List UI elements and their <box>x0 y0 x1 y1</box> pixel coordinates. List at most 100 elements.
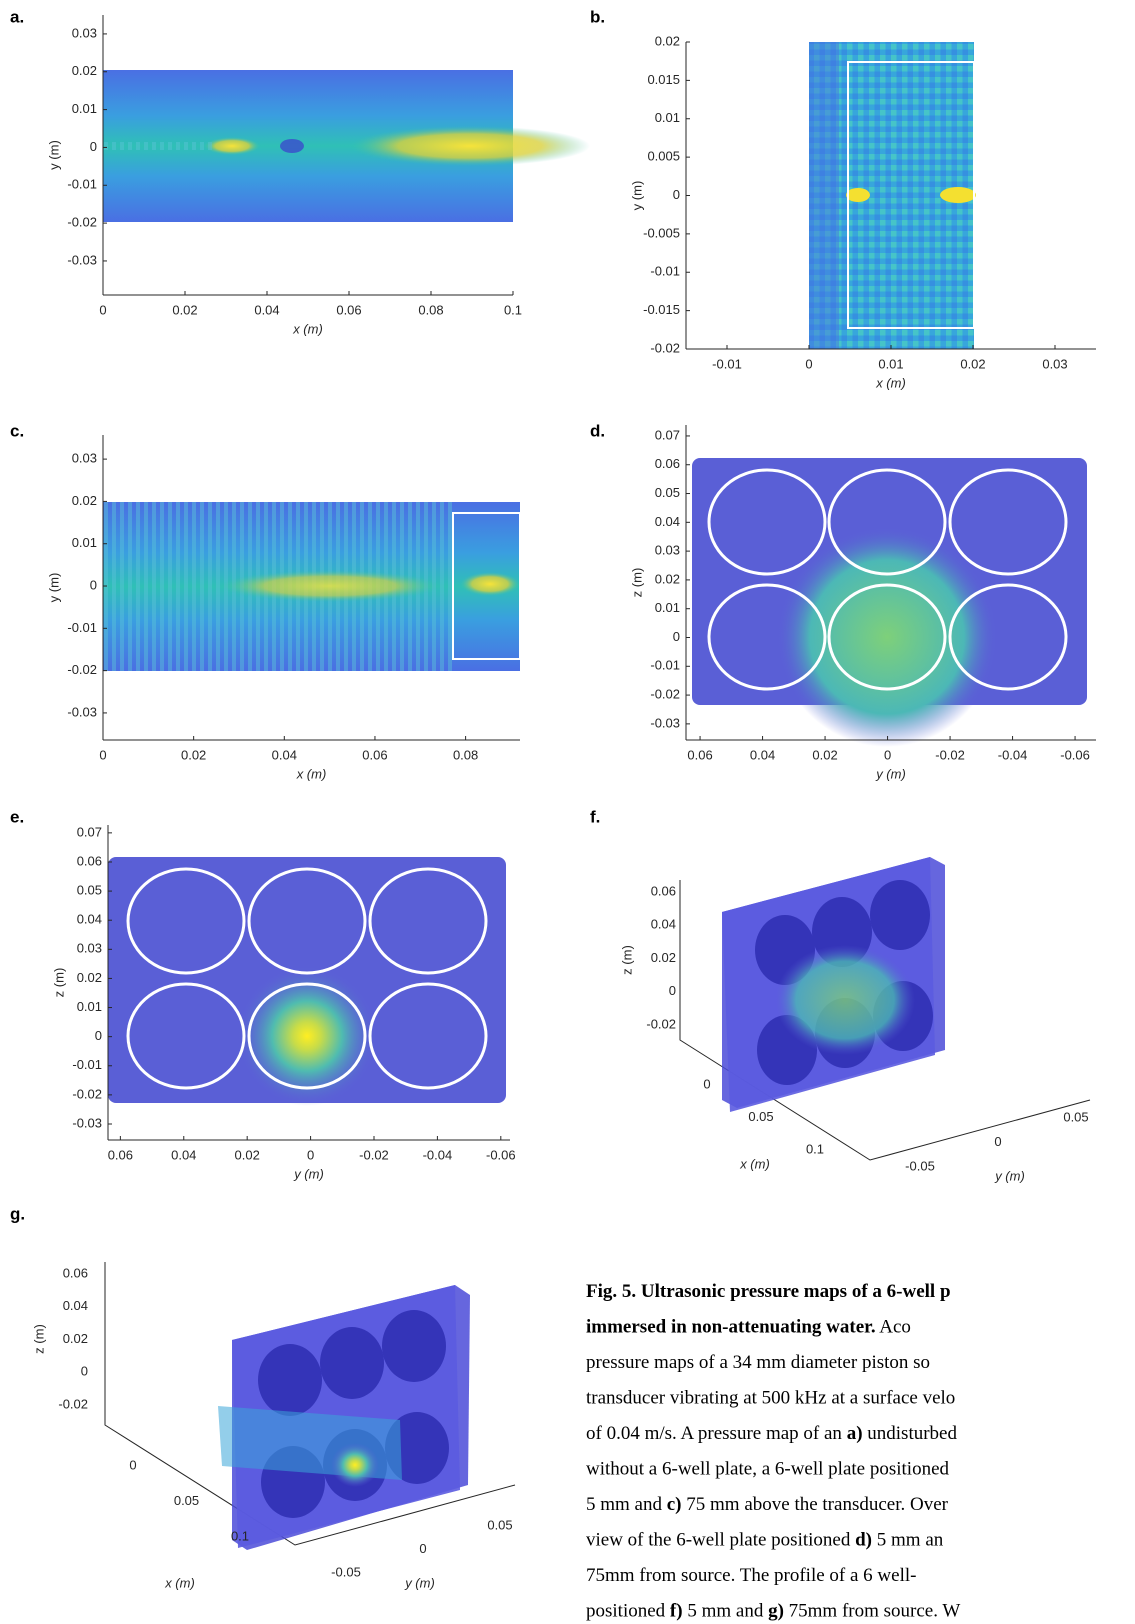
x-tick-label: 0.05 <box>174 1493 199 1508</box>
y-tick-label: 0.01 <box>72 535 97 550</box>
x-axis-label: x (m) <box>292 321 323 336</box>
y-axis-label: y (m) <box>629 181 644 211</box>
y-axis-label: z (m) <box>629 568 644 598</box>
x-tick-label: 0.1 <box>806 1141 824 1156</box>
heatmap-a <box>103 70 590 222</box>
x-tick-label: 0.02 <box>812 747 837 762</box>
panel: c. 0 0.02 0.04 0.06 0.08 0.03 0.02 0.01 0 -0.01 -0.… <box>10 421 520 781</box>
y-tick-label: -0.01 <box>650 264 680 279</box>
caption-text: 75 mm above the transducer. Over <box>682 1494 949 1515</box>
caption-text: view of the 6-well plate positioned <box>586 1530 855 1551</box>
y-tick-label: 0.01 <box>655 600 680 615</box>
panel: f. 0.06 0.04 0.02 0 -0.02 0 0.05 0.1 -0.05 0 0.05 z … <box>590 807 1089 1183</box>
x-tick-label: 0.08 <box>453 747 478 762</box>
y-tick-label: 0.06 <box>77 853 102 868</box>
y-tick-label: 0.02 <box>72 493 97 508</box>
caption: Fig. 5. Ultrasonic pressure maps of a 6-… <box>586 1281 960 1622</box>
caption-text: c) <box>667 1494 682 1515</box>
y-tick-label: 0.03 <box>72 25 97 40</box>
panel-label: c. <box>10 421 24 440</box>
y-tick-label: -0.02 <box>67 662 97 677</box>
panel: a. 0 0.02 0.04 0.06 0.08 0.1 0.03 0.02 0.01 0 -0.01… <box>10 7 522 336</box>
y-tick-label: 0.03 <box>72 451 97 466</box>
y-tick-label: 0 <box>95 1028 102 1043</box>
caption-text: without a 6-well plate, a 6-well plate p… <box>586 1459 950 1480</box>
y-tick-label: 0.02 <box>655 571 680 586</box>
y-tick-label: -0.01 <box>72 1057 102 1072</box>
x-axis-label: y (m) <box>293 1166 324 1181</box>
caption-text: d) <box>855 1530 872 1551</box>
z-tick-label: 0 <box>81 1364 88 1379</box>
panel-label: e. <box>10 807 24 826</box>
heatmap-b <box>809 42 976 349</box>
x-tick-label: 0.1 <box>504 302 522 317</box>
x-tick-label: 0 <box>805 356 812 371</box>
caption-text: Fig. 5. Ultrasonic pressure maps of a 6-… <box>586 1281 951 1302</box>
panel: d. 0.06 0.04 0.02 0 -0.02 -0.04 -0.06 0.07 0.06 0.… <box>590 421 1096 781</box>
y-tick-label: -0.05 <box>331 1564 361 1579</box>
y-tick-label: 0 <box>673 187 680 202</box>
x-tick-label: -0.06 <box>486 1147 516 1162</box>
plate-3d-f <box>679 857 1091 1161</box>
y-tick-label: 0 <box>419 1541 426 1556</box>
x-tick-label: -0.06 <box>1060 747 1090 762</box>
y-tick-label: 0.03 <box>655 543 680 558</box>
x-tick-label: 0.06 <box>108 1147 133 1162</box>
z-tick-label: 0.04 <box>651 917 676 932</box>
panel: b. -0.01 0 0.01 0.02 0.03 0.02 0.015 0.01 0.005 0 -… <box>590 7 1096 390</box>
y-tick-label: -0.02 <box>650 687 680 702</box>
y-tick-label: -0.01 <box>67 177 97 192</box>
x-tick-label: 0.04 <box>171 1147 196 1162</box>
y-tick-label: 0.01 <box>72 101 97 116</box>
y-tick-label: 0.005 <box>647 149 680 164</box>
z-axis-label: z (m) <box>619 945 634 975</box>
y-tick-label: 0.05 <box>1063 1109 1088 1124</box>
y-tick-label: 0.015 <box>647 72 680 87</box>
z-tick-label: 0.04 <box>63 1298 88 1313</box>
x-tick-label: 0 <box>307 1147 314 1162</box>
y-tick-label: 0.03 <box>77 941 102 956</box>
panel-label: a. <box>10 7 24 26</box>
y-tick-label: -0.01 <box>650 658 680 673</box>
x-tick-label: 0 <box>884 747 891 762</box>
y-tick-label: -0.03 <box>650 715 680 730</box>
x-tick-label: 0.02 <box>960 356 985 371</box>
caption-text: f) <box>670 1601 683 1622</box>
y-tick-label: 0.06 <box>655 456 680 471</box>
y-tick-label: -0.02 <box>72 1086 102 1101</box>
y-axis-label: y (m) <box>994 1168 1025 1183</box>
x-tick-label: 0 <box>703 1076 710 1091</box>
y-tick-label: 0.07 <box>77 824 102 839</box>
plate-3d-g <box>104 1262 516 1550</box>
x-tick-label: 0.02 <box>172 302 197 317</box>
x-tick-label: 0.03 <box>1042 356 1067 371</box>
caption-text: Aco <box>876 1317 911 1338</box>
y-tick-label: 0.02 <box>72 63 97 78</box>
x-tick-label: 0.02 <box>181 747 206 762</box>
caption-text: transducer vibrating at 500 kHz at a sur… <box>586 1388 955 1409</box>
y-tick-label: -0.015 <box>643 302 680 317</box>
caption-text: of 0.04 m/s. A pressure map of an <box>586 1423 847 1444</box>
y-axis-label: y (m) <box>46 140 61 170</box>
x-tick-label: 0.02 <box>235 1147 260 1162</box>
caption-text: 75mm from source. The profile of a 6 wel… <box>586 1565 916 1586</box>
y-tick-label: 0.01 <box>77 999 102 1014</box>
heatmap-e <box>108 857 506 1106</box>
y-tick-label: -0.02 <box>650 340 680 355</box>
caption-text: immersed in non-attenuating water. <box>586 1317 876 1338</box>
y-tick-label: 0.05 <box>487 1517 512 1532</box>
z-tick-label: 0 <box>669 983 676 998</box>
caption-text: 5 mm and <box>586 1494 667 1515</box>
heatmap-d <box>692 458 1087 747</box>
x-tick-label: -0.01 <box>712 356 742 371</box>
z-tick-label: 0.02 <box>63 1331 88 1346</box>
x-axis-label: y (m) <box>875 766 906 781</box>
y-axis-label: z (m) <box>51 968 66 998</box>
y-axis-label: y (m) <box>46 573 61 603</box>
y-tick-label: 0.05 <box>655 485 680 500</box>
y-tick-label: 0 <box>673 629 680 644</box>
y-tick-label: -0.02 <box>67 215 97 230</box>
z-axis-label: z (m) <box>31 1324 46 1354</box>
x-tick-label: -0.02 <box>359 1147 389 1162</box>
x-tick-label: 0.04 <box>750 747 775 762</box>
